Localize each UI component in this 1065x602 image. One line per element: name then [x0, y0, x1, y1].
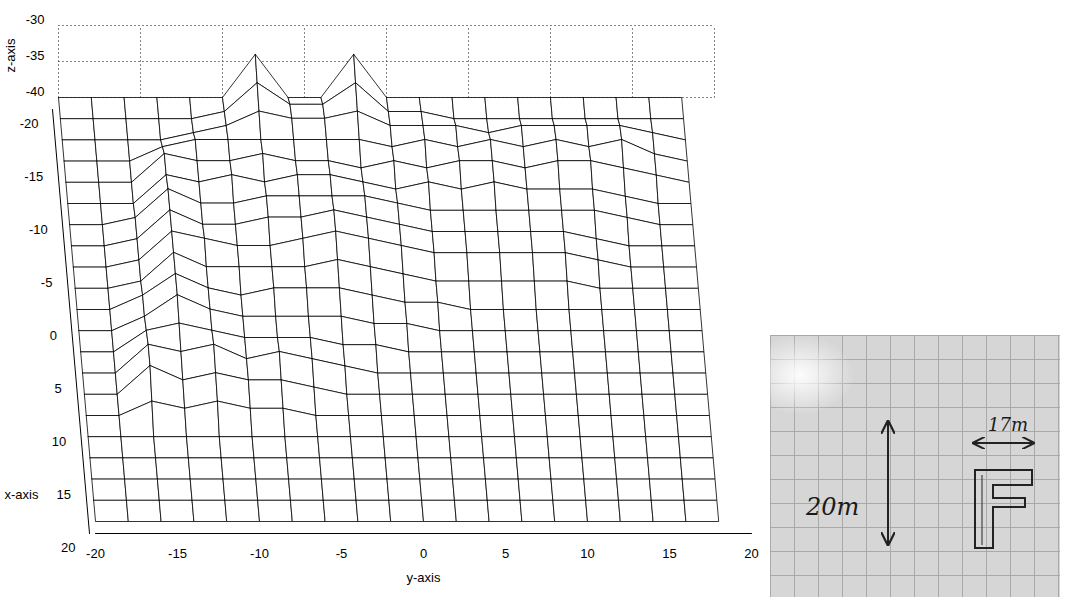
svg-text:10: 10 [580, 546, 594, 561]
svg-text:17m: 17m [988, 414, 1028, 435]
svg-text:20m: 20m [805, 493, 859, 521]
svg-text:-30: -30 [26, 12, 45, 27]
svg-text:-5: -5 [41, 275, 53, 290]
svg-text:y-axis: y-axis [407, 570, 441, 585]
svg-text:0: 0 [50, 328, 57, 343]
svg-text:20: 20 [61, 540, 75, 555]
svg-text:-10: -10 [250, 546, 269, 561]
svg-text:-40: -40 [26, 84, 45, 99]
svg-text:5: 5 [54, 381, 61, 396]
svg-text:-20: -20 [86, 546, 105, 561]
svg-text:z-axis: z-axis [3, 38, 18, 72]
svg-text:-35: -35 [26, 48, 45, 63]
svg-text:0: 0 [420, 546, 427, 561]
svg-text:15: 15 [56, 487, 70, 502]
svg-text:x-axis: x-axis [5, 487, 39, 502]
svg-text:-20: -20 [20, 116, 39, 131]
svg-text:-15: -15 [24, 169, 43, 184]
svg-text:-15: -15 [168, 546, 187, 561]
svg-text:10: 10 [52, 434, 66, 449]
svg-text:-10: -10 [29, 222, 48, 237]
svg-text:-5: -5 [336, 546, 348, 561]
svg-text:20: 20 [744, 546, 758, 561]
svg-text:5: 5 [502, 546, 509, 561]
svg-text:15: 15 [662, 546, 676, 561]
